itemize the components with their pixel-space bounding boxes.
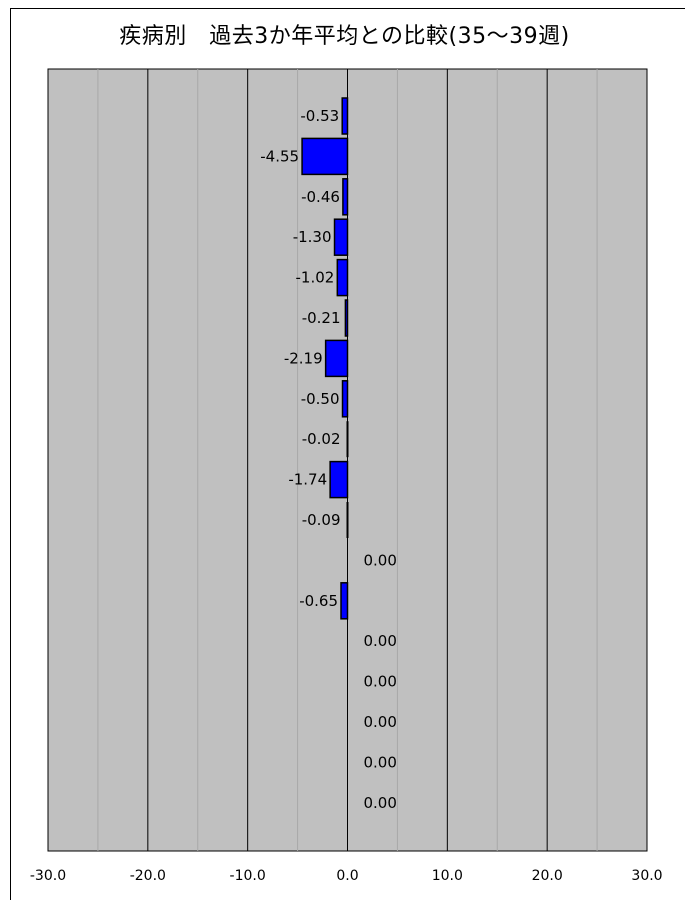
data-label: -0.65 [299, 592, 338, 610]
x-tick-label: -10.0 [230, 868, 266, 884]
x-tick-label: 30.0 [631, 868, 662, 884]
data-label: -0.02 [302, 430, 341, 448]
chart-border [10, 8, 685, 900]
data-label: -0.46 [301, 188, 340, 206]
x-tick-label: -20.0 [130, 868, 166, 884]
bar [301, 137, 349, 176]
x-tick-label: 20.0 [532, 868, 563, 884]
data-label: -0.50 [301, 390, 340, 408]
data-label: -1.02 [296, 269, 335, 287]
bar [346, 502, 349, 538]
data-label: 0.00 [364, 551, 397, 569]
x-tick-label: 10.0 [432, 868, 463, 884]
bar [341, 97, 349, 135]
data-label: 0.00 [364, 632, 397, 650]
data-label: -1.30 [293, 228, 332, 246]
data-label: 0.00 [364, 713, 397, 731]
data-label: -0.21 [302, 309, 341, 327]
minor-gridlines [97, 69, 598, 851]
bar [329, 460, 349, 499]
data-label: 0.00 [364, 794, 397, 812]
data-label: 0.00 [364, 673, 397, 691]
data-label: -2.19 [284, 349, 323, 367]
chart-title: 疾病別 過去3か年平均との比較(35～39週) [119, 24, 570, 49]
data-label: -0.53 [300, 107, 339, 125]
bars-group [301, 97, 349, 620]
bar [344, 299, 349, 337]
x-tick-label: 0.0 [336, 868, 358, 884]
bar [324, 339, 349, 378]
data-label: -4.55 [260, 147, 299, 165]
bar [333, 218, 349, 256]
data-label: -1.74 [288, 471, 327, 489]
data-label: -0.09 [302, 511, 341, 529]
x-axis-ticks: -30.0 -20.0 -10.0 0.0 10.0 20.0 30.0 [30, 868, 663, 884]
bar [341, 380, 349, 418]
x-tick-label: -30.0 [30, 868, 66, 884]
bar [340, 582, 349, 620]
bar [336, 258, 349, 297]
data-label: 0.00 [364, 753, 397, 771]
bar [346, 421, 349, 458]
bar [342, 178, 349, 216]
value-labels-group: -0.53 -4.55 -0.46 -1.30 -1.02 -0.21 -2.19 -0.50… [260, 107, 397, 812]
